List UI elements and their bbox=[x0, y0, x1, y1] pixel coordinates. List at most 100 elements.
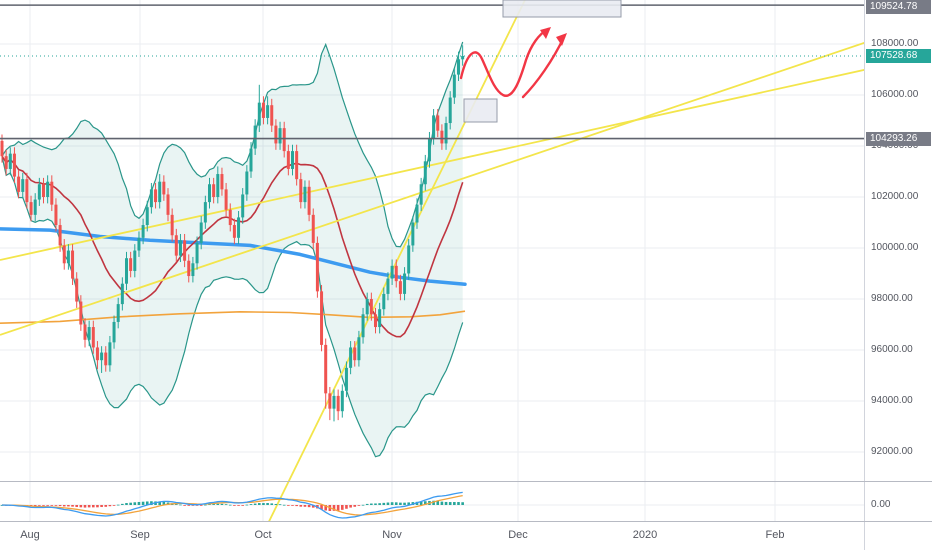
candle-body bbox=[295, 151, 299, 180]
red-arrow-head[interactable] bbox=[556, 33, 567, 46]
macd-hist-bar bbox=[282, 504, 286, 506]
red-arrow-head[interactable] bbox=[540, 27, 551, 39]
candle-body bbox=[54, 204, 58, 226]
macd-hist-bar bbox=[303, 505, 307, 507]
macd-hist-bar bbox=[100, 505, 103, 508]
macd-hist-bar bbox=[262, 503, 265, 505]
candle-body bbox=[66, 250, 70, 264]
macd-hist-bar bbox=[299, 505, 303, 507]
yellow-trendline[interactable] bbox=[0, 55, 864, 261]
candle-body bbox=[257, 102, 261, 126]
candle-body bbox=[365, 299, 369, 315]
candle-body bbox=[261, 102, 265, 118]
candle-body bbox=[183, 240, 187, 261]
candle-body bbox=[4, 156, 8, 169]
macd-hist-bar bbox=[46, 505, 49, 506]
candle-body bbox=[278, 128, 282, 144]
candle-body bbox=[241, 194, 245, 218]
candle-body bbox=[382, 293, 386, 310]
candle-body bbox=[307, 186, 311, 215]
red-ma-line bbox=[1, 155, 464, 338]
red-arrow-path[interactable] bbox=[521, 35, 566, 99]
target-box[interactable] bbox=[463, 98, 498, 123]
macd-hist-bar bbox=[141, 501, 145, 505]
candle-body bbox=[25, 179, 29, 203]
candle-body bbox=[203, 202, 207, 223]
candle-body bbox=[448, 97, 452, 124]
time-axis-separator bbox=[0, 521, 932, 522]
drawings-layer[interactable] bbox=[459, 0, 622, 123]
candle-body bbox=[386, 278, 390, 294]
macd-hist-bar bbox=[440, 501, 444, 505]
candle-body bbox=[224, 189, 228, 210]
candle-body bbox=[83, 324, 87, 340]
macd-hist-bar bbox=[394, 502, 398, 505]
candle-body bbox=[332, 395, 336, 409]
yellow-trendline[interactable] bbox=[0, 20, 864, 336]
macd-hist-bar bbox=[361, 504, 365, 506]
zero-tick-label: 0.00 bbox=[871, 499, 891, 510]
candle-body bbox=[112, 321, 116, 343]
macd-hist-bar bbox=[233, 505, 236, 506]
candle-body bbox=[427, 138, 431, 162]
chart-svg[interactable] bbox=[0, 0, 864, 550]
candle-body bbox=[104, 352, 108, 366]
candle-body bbox=[452, 74, 456, 98]
macd-hist-bar bbox=[419, 501, 423, 505]
horizontal-lines-layer[interactable] bbox=[0, 4, 864, 140]
macd-layer bbox=[0, 491, 464, 519]
macd-hist-bar bbox=[320, 505, 323, 510]
candle-body bbox=[29, 202, 33, 215]
candle-body bbox=[398, 281, 402, 294]
price-badge-support-line[interactable]: 104293.26 bbox=[866, 131, 931, 146]
candle-body bbox=[266, 105, 270, 118]
candle-body bbox=[282, 128, 286, 152]
candle-body bbox=[344, 367, 348, 391]
candle-body bbox=[349, 347, 353, 368]
price-badge-current[interactable]: 107528.68 bbox=[866, 49, 931, 64]
candle-body bbox=[141, 225, 145, 238]
candle-body bbox=[191, 263, 195, 277]
candle-body bbox=[145, 207, 149, 226]
macd-hist-bar bbox=[237, 505, 240, 506]
macd-hist-bar bbox=[336, 505, 340, 511]
macd-hist-bar bbox=[345, 505, 348, 509]
macd-hist-bar bbox=[195, 505, 199, 506]
chart-canvas[interactable] bbox=[0, 0, 864, 550]
price-tick-label: 98000.00 bbox=[871, 293, 913, 304]
target-box[interactable] bbox=[502, 0, 622, 18]
candles-layer[interactable] bbox=[0, 45, 465, 422]
bollinger-fill bbox=[2, 41, 463, 457]
price-tick-label: 108000.00 bbox=[871, 38, 919, 49]
candle-body bbox=[195, 242, 199, 264]
candle-body bbox=[17, 176, 21, 192]
macd-hist-bar bbox=[390, 502, 394, 505]
candle-body bbox=[125, 258, 128, 284]
candle-body bbox=[71, 250, 75, 279]
candle-body bbox=[120, 283, 124, 305]
price-axis[interactable]: 109524.78 107528.68 104293.26 108000.00 1… bbox=[864, 0, 932, 550]
red-arrow-path[interactable] bbox=[459, 27, 550, 97]
candle-body bbox=[432, 115, 436, 139]
yellow-trendline[interactable] bbox=[254, 0, 526, 550]
macd-hist-bar bbox=[58, 505, 62, 507]
candle-body bbox=[79, 301, 83, 325]
trendlines-layer[interactable] bbox=[0, 0, 864, 550]
macd-hist-bar bbox=[324, 505, 327, 511]
candle-body bbox=[320, 291, 324, 345]
candle-body bbox=[232, 225, 236, 238]
time-tick-label: Feb bbox=[765, 529, 785, 541]
candle-body bbox=[87, 327, 91, 340]
macd-hist-bar bbox=[42, 505, 45, 506]
macd-hist-bar bbox=[444, 501, 448, 505]
macd-hist-bar bbox=[96, 505, 99, 508]
macd-hist-bar bbox=[357, 505, 361, 506]
price-badge-target-line[interactable]: 109524.78 bbox=[866, 0, 931, 14]
macd-hist-bar bbox=[79, 505, 83, 508]
candle-body bbox=[228, 209, 232, 226]
macd-hist-bar bbox=[448, 502, 452, 505]
time-axis[interactable]: Aug Sep Oct Nov Dec 2020 Feb bbox=[0, 522, 864, 550]
pane-separator[interactable] bbox=[0, 481, 932, 482]
macd-hist-bar bbox=[133, 502, 137, 505]
macd-hist-bar bbox=[307, 505, 311, 508]
